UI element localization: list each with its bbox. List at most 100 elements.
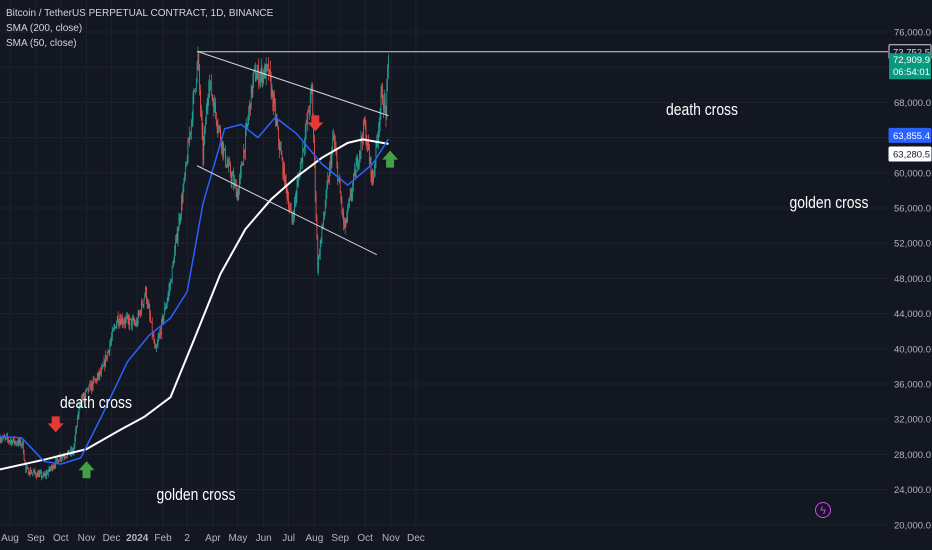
candle-body — [192, 97, 194, 120]
candle-body — [19, 439, 21, 443]
candle-body — [273, 98, 274, 108]
candle-body — [230, 175, 232, 182]
candle-body — [57, 459, 59, 463]
lower-trendline — [196, 165, 378, 256]
candle-body — [81, 398, 82, 404]
legend-sma200[interactable]: SMA (200, close) — [6, 23, 83, 34]
candle-body — [67, 450, 69, 453]
x-tick-label: May — [228, 533, 247, 544]
candle-body — [365, 125, 367, 144]
candle-body — [73, 445, 75, 453]
candle-body — [47, 472, 48, 475]
candle-body — [72, 449, 73, 453]
last-price-badge: 72,909.9 — [893, 55, 930, 66]
candle-body — [40, 472, 42, 474]
candle-body — [272, 90, 274, 108]
candle-body — [383, 98, 385, 110]
candle-body — [83, 393, 85, 397]
candle-body — [245, 130, 246, 153]
candle-body — [234, 181, 235, 186]
candle-body — [223, 148, 225, 155]
candle-body — [290, 208, 292, 211]
candle-body — [307, 110, 309, 122]
sma200-line — [0, 138, 389, 471]
candle-body — [373, 167, 375, 177]
candle-body — [87, 387, 88, 390]
candle-body — [111, 330, 113, 338]
candle-body — [220, 128, 221, 139]
candle-body — [361, 137, 363, 140]
candle-body — [368, 150, 370, 162]
candle-body — [370, 158, 372, 178]
candle-body — [275, 119, 277, 121]
upper-trendline — [196, 50, 389, 117]
candle-body — [33, 470, 35, 472]
candle-body — [70, 449, 72, 454]
candle-body — [301, 158, 303, 162]
candle-body — [145, 287, 146, 296]
candle-body — [193, 90, 195, 98]
candles — [0, 46, 389, 481]
y-tick-label: 24,000.0 — [894, 485, 931, 496]
candle-body — [295, 196, 297, 199]
candle-body — [289, 208, 291, 210]
candle-body — [330, 160, 332, 165]
candle-body — [66, 456, 67, 458]
candle-body — [217, 127, 219, 130]
candle-body — [221, 141, 223, 148]
candle-body — [350, 194, 352, 197]
candle-body — [132, 319, 134, 320]
sma50-badge-bg — [888, 127, 932, 143]
y-tick-label: 20,000.0 — [894, 520, 931, 531]
price-axis[interactable]: 76,000.072,000.068,000.064,000.060,000.0… — [894, 28, 931, 532]
candle-body — [47, 471, 49, 475]
candle-body — [304, 132, 306, 146]
candle-body — [261, 68, 263, 82]
candle-body — [230, 164, 231, 176]
candle-body — [356, 158, 358, 166]
candle-body — [147, 304, 149, 306]
candle-body — [131, 318, 132, 326]
candle-body — [171, 281, 172, 283]
candle-body — [344, 219, 346, 229]
candle-body — [329, 167, 330, 182]
candle-body — [116, 316, 118, 323]
lightning-icon[interactable]: ϟ — [815, 502, 831, 518]
x-tick-label: Oct — [53, 533, 69, 544]
candle-body — [349, 194, 351, 199]
candle-body — [271, 90, 273, 96]
candle-body — [136, 321, 137, 326]
candle-body — [146, 301, 148, 306]
candle-body — [303, 148, 304, 150]
candle-body — [51, 465, 52, 469]
candle-body — [63, 456, 65, 457]
candle-body — [380, 93, 382, 111]
candle-body — [98, 372, 100, 377]
candle-body — [270, 76, 272, 96]
y-tick-label: 36,000.0 — [894, 380, 931, 391]
candle-body — [219, 126, 220, 129]
golden-cross-label: golden cross — [790, 194, 869, 213]
candle-body — [76, 427, 77, 430]
candle-body — [354, 170, 355, 175]
candle-body — [216, 122, 218, 128]
candle-body — [367, 141, 368, 146]
candle-body — [260, 73, 261, 79]
candle-body — [59, 456, 61, 461]
candle-body — [36, 475, 37, 477]
candle-body — [27, 467, 28, 469]
candle-body — [222, 141, 224, 155]
candle-body — [144, 295, 146, 299]
candle-body — [351, 193, 353, 197]
candle-body — [72, 449, 74, 453]
candle-body — [256, 73, 258, 80]
time-axis[interactable]: Aug Sep Oct Nov Dec 2024 Feb 2 Apr May Jun Jul Aug Se… — [1, 533, 425, 544]
golden-cross-label: golden cross — [157, 486, 236, 505]
candle-body — [224, 148, 225, 150]
up-arrow-icon — [78, 461, 95, 479]
candle-body — [108, 350, 110, 352]
legend-sma50[interactable]: SMA (50, close) — [6, 38, 77, 49]
candle-body — [102, 365, 104, 367]
legend-symbol[interactable]: Bitcoin / TetherUS PERPETUAL CONTRACT, 1… — [6, 8, 274, 19]
